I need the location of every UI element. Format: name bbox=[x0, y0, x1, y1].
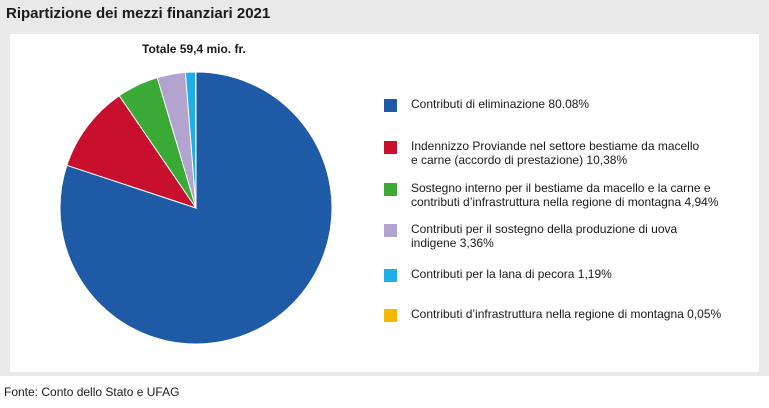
legend-label: Contributi per la lana di pecora 1,19% bbox=[411, 267, 612, 281]
chart-title: Ripartizione dei mezzi finanziari 2021 bbox=[6, 5, 271, 22]
legend-label: Indennizzo Proviande nel settore bestiam… bbox=[411, 139, 700, 167]
legend-swatch bbox=[384, 183, 397, 196]
source-note: Fonte: Conto dello Stato e UFAG bbox=[4, 385, 180, 399]
legend-item-1: Contributi di eliminazione 80.08% bbox=[384, 97, 751, 112]
legend-label: Contributi per il sostegno della produzi… bbox=[411, 222, 678, 250]
legend-swatch bbox=[384, 224, 397, 237]
legend-item-5: Contributi per la lana di pecora 1,19% bbox=[384, 267, 751, 282]
legend-swatch bbox=[384, 269, 397, 282]
legend-item-6: Contributi d’infrastruttura nella region… bbox=[384, 307, 751, 322]
legend-label: Sostegno interno per il bestiame da mace… bbox=[411, 181, 719, 209]
legend-label: Contributi d’infrastruttura nella region… bbox=[411, 307, 722, 321]
total-label: Totale 59,4 mio. fr. bbox=[142, 42, 246, 56]
legend-item-2: Indennizzo Proviande nel settore bestiam… bbox=[384, 139, 751, 167]
legend-swatch bbox=[384, 309, 397, 322]
legend-item-4: Contributi per il sostegno della produzi… bbox=[384, 222, 751, 250]
pie-slice-2 bbox=[66, 95, 198, 209]
legend-swatch bbox=[384, 99, 397, 112]
legend-item-3: Sostegno interno per il bestiame da mace… bbox=[384, 181, 751, 209]
legend-label: Contributi di eliminazione 80.08% bbox=[411, 97, 590, 111]
title-bar: Ripartizione dei mezzi finanziari 2021 bbox=[0, 0, 769, 28]
legend-swatch bbox=[384, 141, 397, 154]
